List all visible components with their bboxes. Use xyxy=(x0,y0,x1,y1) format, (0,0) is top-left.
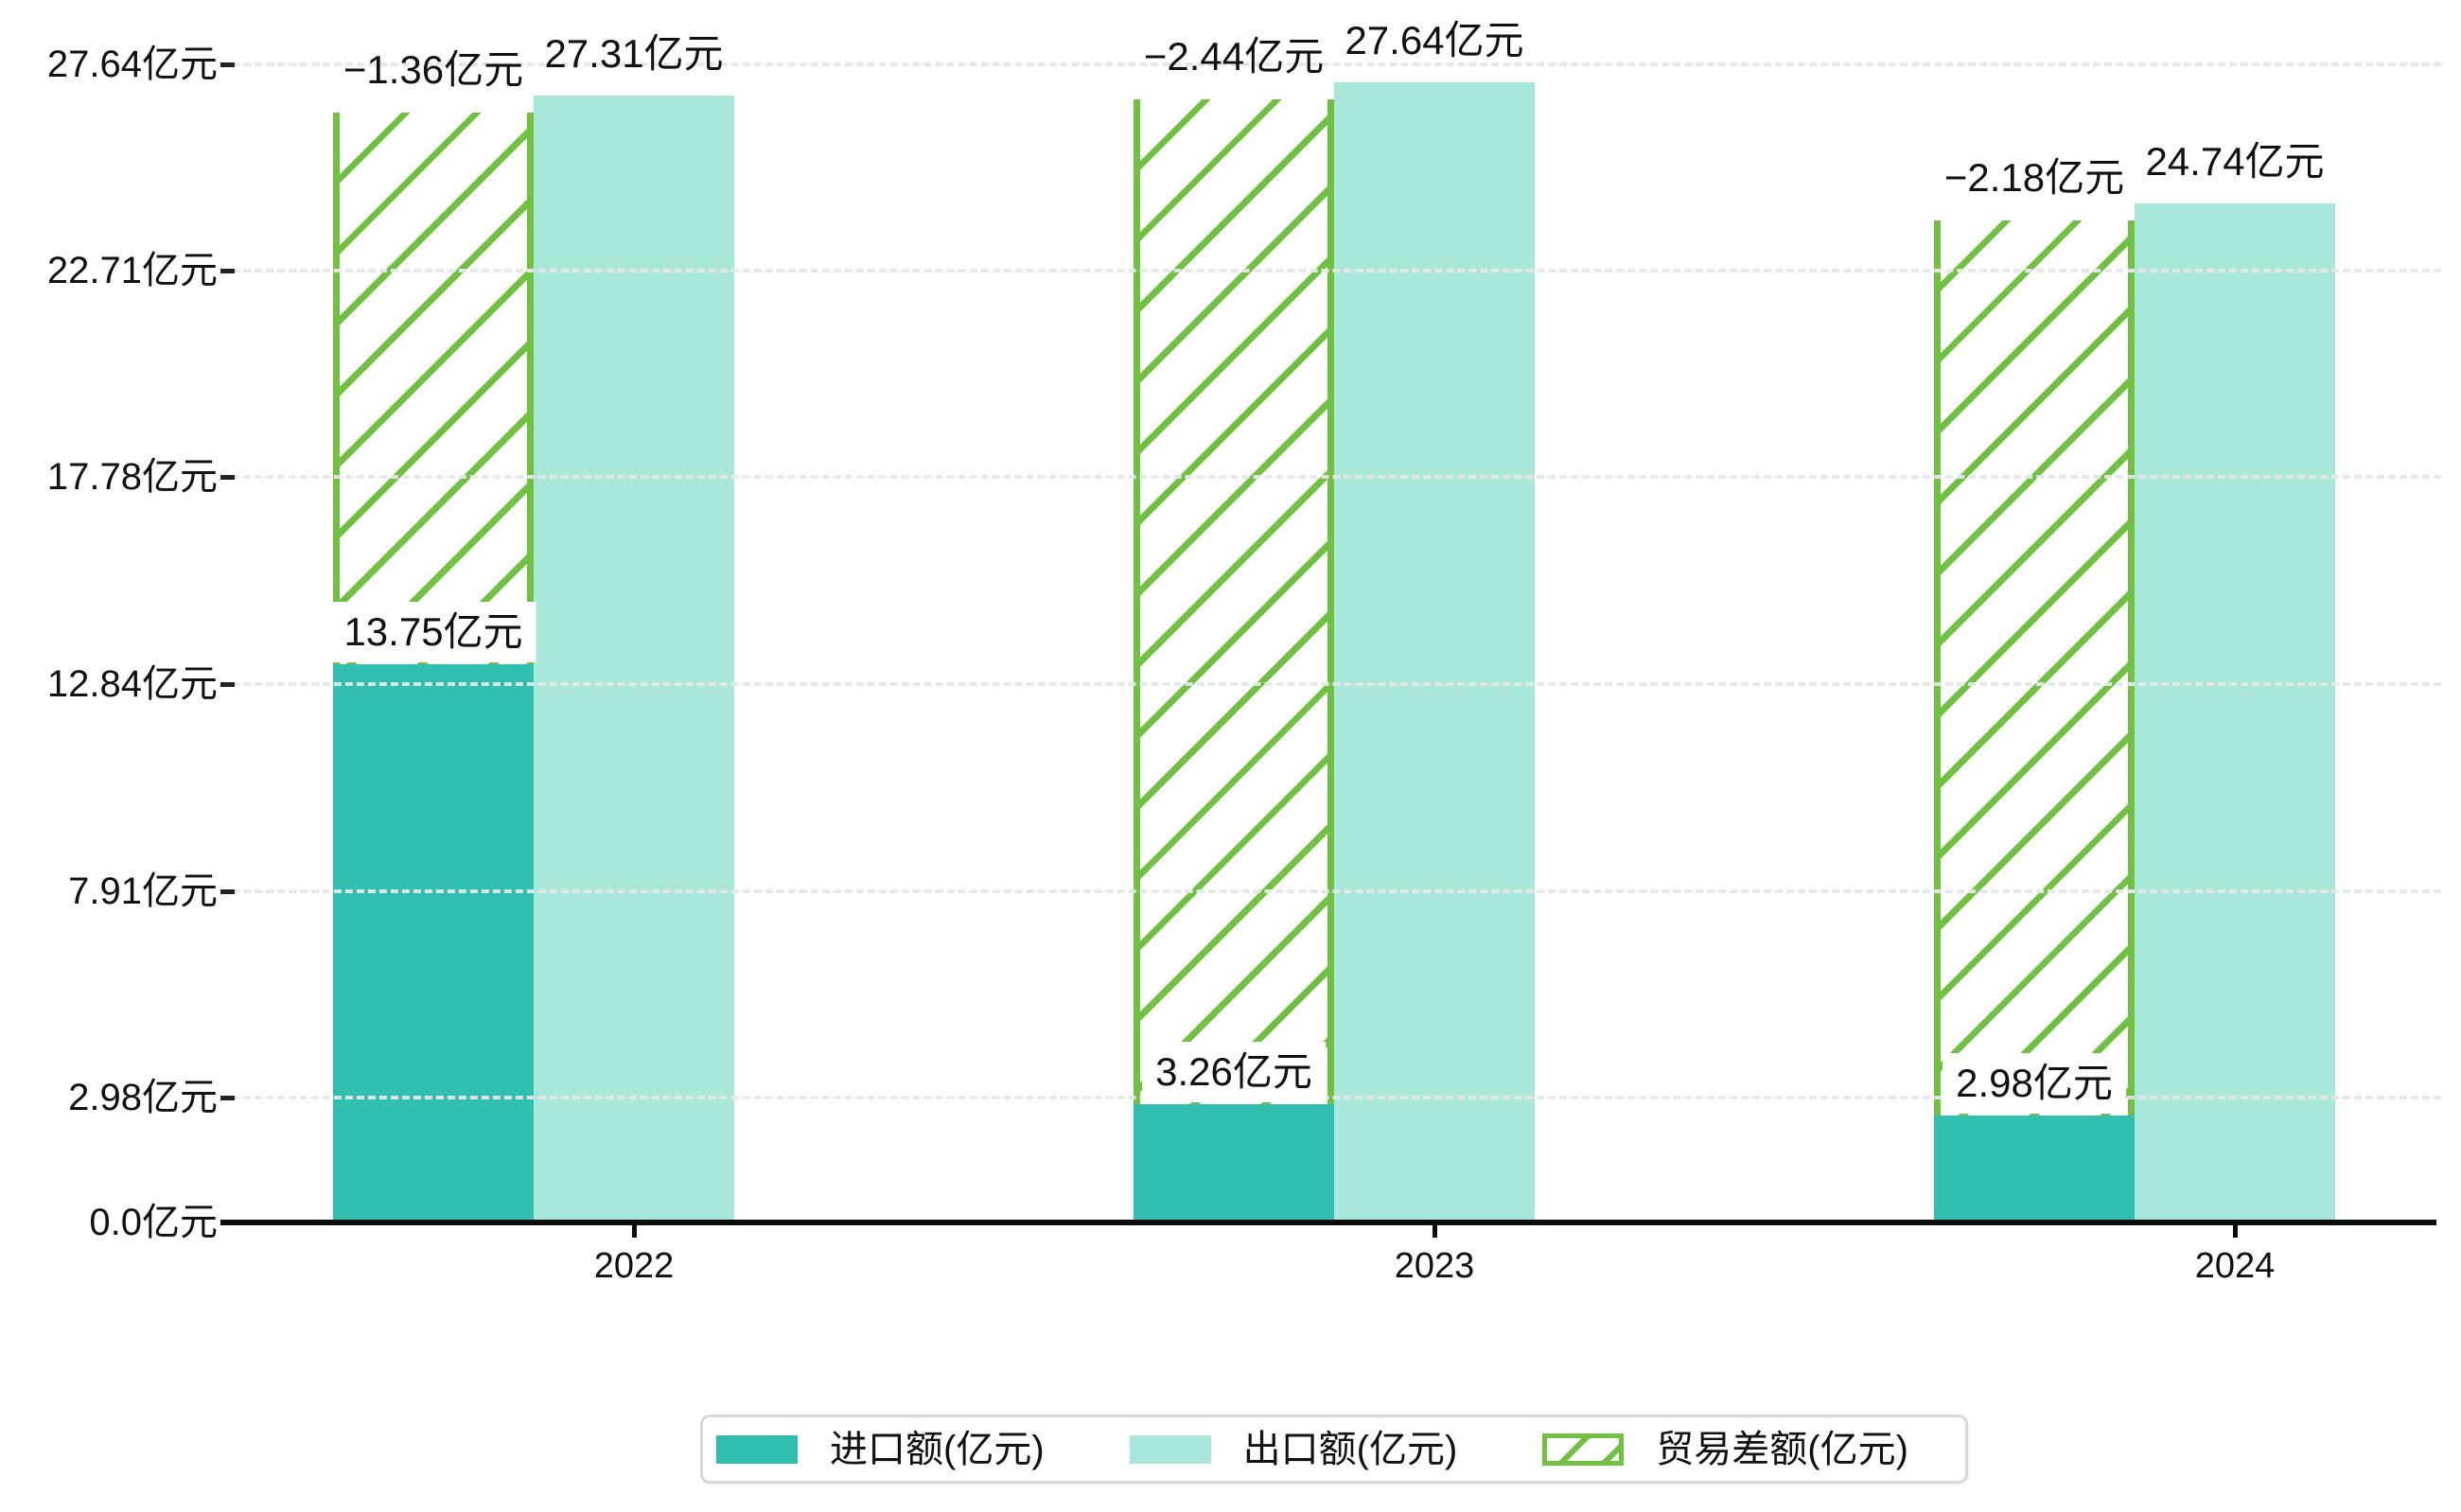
value-label-trade-difference-2024: −2.18亿元 xyxy=(1943,155,2125,201)
legend-swatch-import-color-icon xyxy=(716,1434,798,1464)
y-tick-mark xyxy=(220,888,235,894)
bar-import-2023 xyxy=(1134,1103,1334,1222)
legend-label-export: 出口额(亿元) xyxy=(1242,1428,1458,1470)
bar-import-2024 xyxy=(1934,1115,2135,1222)
y-tick-label: 17.78亿元 xyxy=(46,456,218,499)
legend-label-import: 进口额(亿元) xyxy=(830,1428,1045,1470)
x-tick-2022 xyxy=(632,1222,637,1238)
legend-item-trade-difference: 贸易差额(亿元) xyxy=(1542,1427,1908,1472)
value-label-export-2024: 24.74亿元 xyxy=(2145,139,2325,185)
bar-trade-difference-2022 xyxy=(333,113,534,664)
gridline xyxy=(220,682,2441,687)
value-label-trade-difference-2022: −1.36亿元 xyxy=(343,47,524,93)
gridline xyxy=(220,1095,2441,1099)
gridline xyxy=(220,62,2441,66)
legend-swatch-export-color-icon xyxy=(1129,1434,1211,1464)
x-tick-2023 xyxy=(1433,1222,1437,1238)
y-tick-label: 27.64亿元 xyxy=(46,43,218,85)
y-tick-label: 22.71亿元 xyxy=(46,249,218,291)
y-tick-mark xyxy=(220,268,235,273)
legend-item-export: 出口额(亿元) xyxy=(1129,1427,1458,1472)
bar-export-2023 xyxy=(1334,81,1535,1222)
legend-item-import: 进口额(亿元) xyxy=(716,1427,1045,1472)
legend-swatch-trade-difference-hatched-icon xyxy=(1542,1433,1625,1466)
y-tick-label: 12.84亿元 xyxy=(46,663,218,706)
x-tick-label-2022: 2022 xyxy=(593,1246,675,1286)
value-label-export-2022: 27.31亿元 xyxy=(544,31,724,77)
y-tick-label: 0.0亿元 xyxy=(89,1202,218,1243)
value-label-import-2022: 13.75亿元 xyxy=(330,601,536,662)
value-label-export-2023: 27.64亿元 xyxy=(1345,17,1524,62)
y-tick-mark xyxy=(220,62,235,67)
x-tick-label-2024: 2024 xyxy=(2194,1246,2276,1286)
x-tick-label-2023: 2023 xyxy=(1394,1246,1475,1286)
gridline xyxy=(220,475,2441,480)
y-tick-label: 7.91亿元 xyxy=(68,870,218,912)
legend-label-trade-difference: 贸易差额(亿元) xyxy=(1656,1428,1908,1470)
bar-export-2024 xyxy=(2135,203,2335,1222)
legend: 进口额(亿元) 出口额(亿元) 贸易差额(亿元) xyxy=(700,1415,1968,1484)
y-tick-mark xyxy=(220,475,235,481)
y-tick-mark xyxy=(220,1095,235,1100)
x-tick-2024 xyxy=(2233,1222,2238,1238)
bar-trade-difference-2024 xyxy=(1934,220,2135,1116)
gridline xyxy=(220,268,2441,273)
bar-trade-difference-2023 xyxy=(1134,98,1334,1104)
bar-import-2022 xyxy=(333,663,534,1222)
value-label-trade-difference-2023: −2.44亿元 xyxy=(1143,33,1325,79)
gridline xyxy=(220,888,2441,893)
y-tick-mark xyxy=(220,682,235,688)
y-tick-label: 2.98亿元 xyxy=(68,1076,218,1118)
x-axis-line xyxy=(220,1220,2436,1225)
value-label-import-2024: 2.98亿元 xyxy=(1942,1052,2126,1114)
value-label-import-2023: 3.26亿元 xyxy=(1142,1041,1326,1102)
bar-export-2022 xyxy=(534,96,734,1222)
